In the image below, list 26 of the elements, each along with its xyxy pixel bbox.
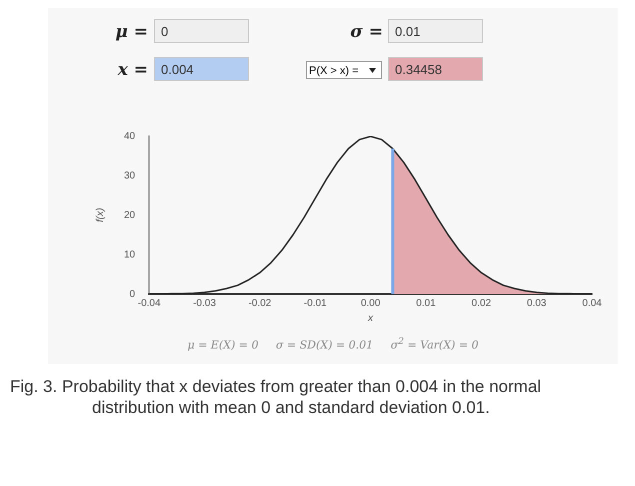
y-tick-label: 20 (124, 210, 136, 221)
text: x = (116, 59, 148, 82)
x-axis-title: x (367, 312, 374, 324)
text: 0.01 (388, 19, 483, 43)
x-tick-label: 0.01 (416, 298, 436, 309)
x-tick-label: 0.02 (472, 298, 492, 309)
y-tick-label: 0 (130, 288, 136, 300)
text: 0.34458 (388, 57, 483, 81)
text: 0 (154, 19, 249, 43)
y-axis-title: f(x) (94, 208, 106, 222)
text: P(X > x) = (306, 61, 382, 79)
x-tick-label: 0.00 (360, 298, 381, 309)
x-tick-label: 0.03 (526, 298, 547, 309)
text: 0.004 (154, 57, 249, 81)
text: μ = (114, 21, 148, 44)
x-tick-label: -0.03 (193, 298, 216, 309)
x-tick-label: -0.01 (304, 298, 328, 309)
text: μ = E(X) = 0 σ = SD(X) = 0.01 σ$^{2}$ = Var(X) = 0 (186, 336, 480, 352)
x-tick-label: -0.04 (138, 298, 161, 309)
x-tick-label: 0.04 (582, 298, 602, 309)
text: σ = (349, 21, 383, 44)
caption: Fig. 3. Probability that x deviates from greater than 0.004 in the normal distribution with mean 0 and standard deviation 0.01. (10, 376, 542, 418)
y-tick-label: 10 (124, 249, 136, 260)
y-tick-label: 40 (124, 130, 136, 142)
x-tick-label: -0.02 (248, 298, 272, 309)
y-tick-label: 30 (124, 170, 136, 182)
